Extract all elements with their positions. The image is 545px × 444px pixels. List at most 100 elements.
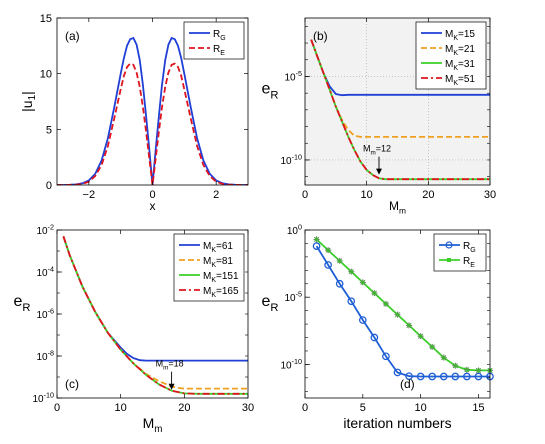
y-axis-label: |u1| xyxy=(19,91,38,112)
annotation-label-sub: m xyxy=(163,364,168,371)
y-axis-label-main: e xyxy=(14,293,23,310)
legend-label-rest: =165 xyxy=(216,286,239,297)
x-tick-label: 0 xyxy=(149,189,155,201)
legend-label-sub: G xyxy=(220,35,225,42)
data-point-fill xyxy=(372,291,377,296)
legend-label-main: M xyxy=(445,59,453,70)
x-axis-label: iteration numbers xyxy=(343,415,451,431)
legend-label-main: M xyxy=(445,74,453,85)
data-point xyxy=(324,261,332,269)
panel-b: 0 10 20 3010-1010-5MmeR(b)Mm=12MK=15MK=21MK… xyxy=(262,17,496,216)
x-tick-label: 10 xyxy=(361,189,373,201)
series-line-1 xyxy=(315,238,490,372)
legend-label-sub: E xyxy=(220,50,225,57)
y-axis-label-sub: R xyxy=(270,89,278,101)
data-point xyxy=(463,372,471,381)
y-tick-label-exp: -8 xyxy=(48,349,54,358)
y-tick-label-exp: 0 xyxy=(298,223,302,232)
data-point xyxy=(393,368,402,377)
data-point-fill xyxy=(314,237,319,242)
legend-label: RE xyxy=(213,44,225,57)
legend: RG RE xyxy=(183,21,245,60)
y-tick-label-exp: -10 xyxy=(44,391,54,400)
data-point-fill xyxy=(349,269,354,274)
data-point xyxy=(382,352,390,361)
legend-label-main: M xyxy=(203,286,211,297)
legend-marker xyxy=(447,258,451,262)
y-tick-label-base: 10 xyxy=(280,156,292,167)
series-line-0 xyxy=(315,245,490,378)
legend-label: MK=165 xyxy=(203,286,239,299)
legend-label: MK=21 xyxy=(445,44,475,57)
y-tick-label-exp: -2 xyxy=(48,223,54,232)
legend-label-main: R xyxy=(463,241,470,252)
x-tick-label: 5 xyxy=(360,402,366,414)
legend-label-sub: K xyxy=(453,35,458,42)
legend-label-main: M xyxy=(203,256,211,267)
data-point xyxy=(358,316,367,324)
panel-tag: (b) xyxy=(313,29,328,43)
x-axis-label-main: M xyxy=(389,199,399,213)
legend-label-rest: =51 xyxy=(458,74,475,85)
data-point-fill xyxy=(418,334,423,339)
data-point-fill xyxy=(395,312,400,317)
y-tick-label: 10-10 xyxy=(32,391,54,406)
y-tick-label-base: 10 xyxy=(36,226,48,237)
legend-box xyxy=(433,233,487,272)
legend-box xyxy=(183,21,245,60)
legend-label: RE xyxy=(463,256,475,269)
series-line-1 xyxy=(57,62,248,185)
y-axis-label-main: |u xyxy=(19,100,35,111)
y-tick-label-exp: -5 xyxy=(296,290,302,299)
data-point-fill xyxy=(337,258,342,263)
x-tick-label: 10 xyxy=(115,402,127,414)
data-point xyxy=(312,242,321,250)
panel-tag: (d) xyxy=(400,377,415,391)
annotation-label: Mm=18 xyxy=(156,359,184,372)
x-tick-label: 20 xyxy=(422,189,434,201)
panel-c: 0 10 20 3010-1010-810-610-410-2MmeR(c)Mm=18… xyxy=(14,223,255,436)
series-line-0 xyxy=(57,36,248,185)
legend-label-main: M xyxy=(445,29,453,40)
data-point xyxy=(335,279,344,288)
series-line-3 xyxy=(310,39,490,181)
y-axis-label-sub: 1 xyxy=(27,94,38,100)
y-tick-label-exp: -6 xyxy=(48,307,54,316)
y-tick-label-exp: -10 xyxy=(292,357,302,366)
y-tick-label: 0 xyxy=(46,180,52,192)
annotation-label-main: M xyxy=(363,144,371,154)
data-point-fill xyxy=(453,363,458,368)
legend-label-sub: K xyxy=(211,292,216,299)
legend-label: RG xyxy=(463,241,476,254)
data-point-fill xyxy=(476,368,481,373)
legend-marker xyxy=(445,241,453,249)
data-point xyxy=(428,372,437,381)
y-tick-label: 15 xyxy=(40,13,52,25)
axes-frame xyxy=(304,17,491,186)
y-axis-label-sub: R xyxy=(22,302,30,314)
y-axis-label-rest: | xyxy=(19,91,35,95)
legend-label-main: R xyxy=(213,29,220,40)
x-tick-label: 15 xyxy=(472,402,484,414)
legend-label-rest: =151 xyxy=(216,271,239,282)
data-point xyxy=(370,333,379,342)
y-tick-label-base: 10 xyxy=(32,394,44,405)
x-axis-label-main: M xyxy=(143,415,155,431)
x-tick-label: 20 xyxy=(178,402,190,414)
annotation-label-main: M xyxy=(156,359,164,369)
data-point-fill xyxy=(441,355,446,360)
x-tick-label: 0 xyxy=(54,402,60,414)
data-point xyxy=(439,372,448,381)
x-axis-label: Mm xyxy=(389,199,406,216)
data-point xyxy=(451,372,460,381)
legend-label: MK=31 xyxy=(445,59,475,72)
x-tick-label: −2 xyxy=(83,189,96,201)
annotation-label-rest: =18 xyxy=(168,359,183,369)
y-tick-label: 10-4 xyxy=(36,265,54,280)
y-tick-label-base: 10 xyxy=(36,352,48,363)
axes-frame xyxy=(304,229,491,399)
